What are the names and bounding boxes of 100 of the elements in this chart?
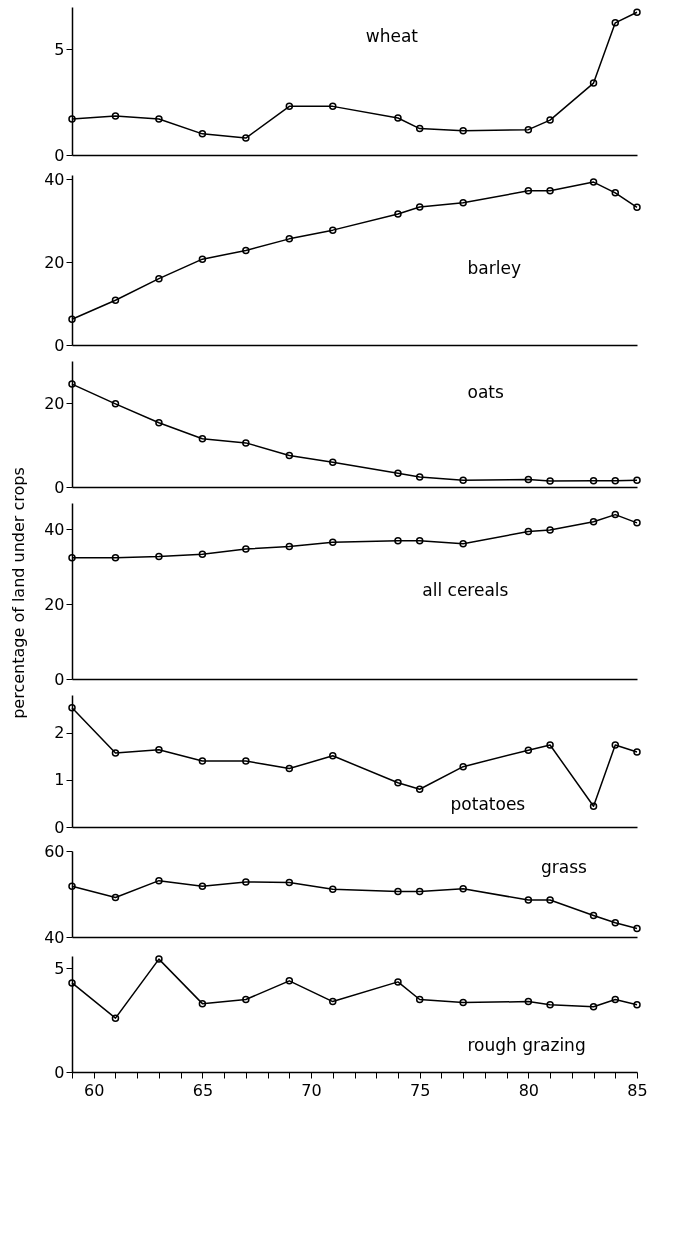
point <box>285 977 294 985</box>
point <box>285 102 294 111</box>
point <box>546 187 554 195</box>
y-tick-label: 20 <box>44 252 65 272</box>
point <box>394 537 402 545</box>
y-tick-label: 40 <box>44 927 65 947</box>
y-tick-label: 60 <box>44 841 65 861</box>
x-tick-label: 65 <box>192 1080 214 1100</box>
point <box>329 458 337 466</box>
point <box>242 134 250 142</box>
point <box>546 526 554 534</box>
point <box>524 125 533 134</box>
y-tick-label: 0 <box>54 145 65 165</box>
point <box>415 785 424 794</box>
x-tick-label: 80 <box>518 1080 540 1100</box>
point <box>111 553 120 562</box>
point <box>111 296 120 304</box>
point <box>415 473 424 481</box>
point <box>459 885 467 893</box>
y-tick-label: 5 <box>54 39 65 59</box>
point <box>589 178 598 186</box>
point <box>394 210 402 218</box>
point <box>198 255 207 263</box>
point <box>394 778 402 787</box>
point <box>546 116 554 124</box>
point <box>546 477 554 485</box>
point <box>415 995 424 1004</box>
point <box>242 439 250 447</box>
point <box>111 893 120 902</box>
point <box>155 876 163 885</box>
point <box>329 997 337 1006</box>
point <box>611 741 620 749</box>
point <box>415 203 424 211</box>
text: wheat <box>365 25 419 46</box>
point <box>329 538 337 547</box>
point <box>394 887 402 896</box>
point <box>329 102 337 111</box>
x-tick-label: 70 <box>301 1080 322 1100</box>
point <box>459 540 467 548</box>
point <box>589 476 598 485</box>
point <box>111 400 120 408</box>
series-label: grass <box>540 857 587 878</box>
point <box>611 510 620 519</box>
point <box>111 1014 120 1022</box>
y-axis-title: percentage of land under crops <box>8 467 28 719</box>
point <box>394 978 402 986</box>
point <box>611 995 620 1004</box>
y-tick-label: 1 <box>54 770 65 790</box>
point <box>242 246 250 255</box>
point <box>611 919 620 927</box>
point <box>285 451 294 460</box>
text: all cereals <box>422 580 509 600</box>
y-tick-label: 0 <box>54 817 65 837</box>
series-label: potatoes <box>450 793 526 814</box>
x-tick-label: 60 <box>84 1080 105 1100</box>
y-tick-label: 20 <box>44 393 65 413</box>
point <box>198 130 207 138</box>
point <box>155 552 163 561</box>
point <box>524 527 533 536</box>
point <box>111 112 120 120</box>
y-tick-label: 40 <box>44 519 65 539</box>
point <box>285 235 294 243</box>
x-tick-label: 85 <box>627 1080 648 1100</box>
text: barley <box>467 257 521 278</box>
point <box>524 475 533 484</box>
point <box>329 226 337 234</box>
y-tick-label: 0 <box>54 669 65 689</box>
point <box>198 434 207 443</box>
point <box>459 476 467 485</box>
y-tick-label: 5 <box>54 958 65 978</box>
point <box>611 476 620 485</box>
y-tick-label: 2 <box>54 723 65 743</box>
point <box>285 878 294 887</box>
point <box>415 887 424 896</box>
point <box>198 550 207 559</box>
point <box>242 545 250 553</box>
point <box>589 911 598 920</box>
point <box>285 764 294 773</box>
point <box>459 199 467 207</box>
point <box>589 1003 598 1011</box>
point <box>611 189 620 197</box>
y-tick-label: 20 <box>44 594 65 614</box>
point <box>546 1000 554 1009</box>
point <box>459 762 467 771</box>
y-tick-label: 40 <box>44 169 65 189</box>
point <box>329 752 337 760</box>
point <box>415 124 424 133</box>
y-tick-label: 0 <box>54 1062 65 1082</box>
text: oats <box>467 381 504 402</box>
point <box>394 469 402 477</box>
y-tick-label: 0 <box>54 335 65 355</box>
point <box>589 802 598 810</box>
point <box>611 19 620 27</box>
point <box>459 126 467 135</box>
point <box>285 542 294 551</box>
point <box>242 995 250 1004</box>
point <box>155 274 163 283</box>
point <box>524 896 533 904</box>
point <box>589 79 598 87</box>
point <box>111 749 120 757</box>
